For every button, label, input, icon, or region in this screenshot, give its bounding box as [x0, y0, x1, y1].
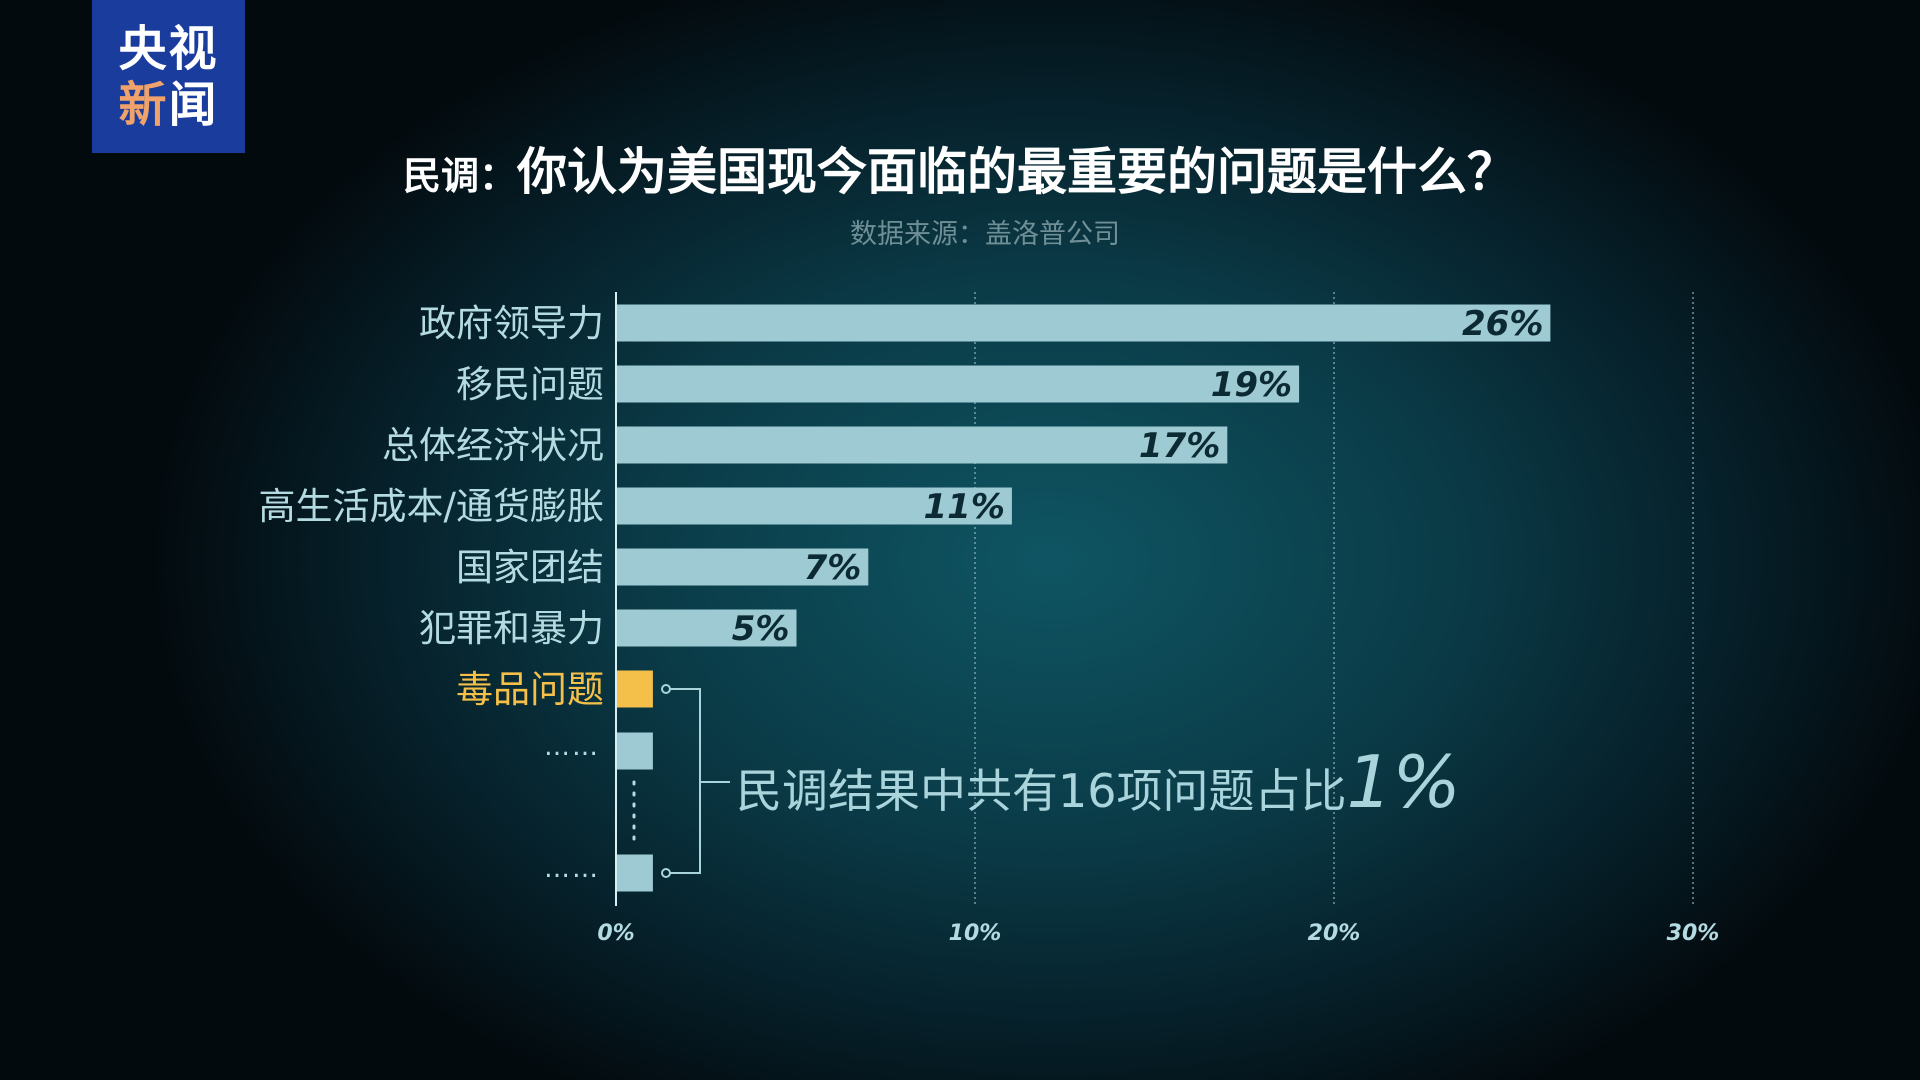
data-label: 19% — [1211, 365, 1292, 405]
chart-subtitle: 数据来源：盖洛普公司 — [850, 219, 1120, 250]
bar — [617, 365, 1300, 403]
data-label: 17% — [1139, 426, 1220, 466]
annotation: 民调结果中共有16项问题占比1% — [736, 740, 1461, 824]
category-label: 移民问题 — [456, 363, 604, 406]
bar — [617, 732, 653, 770]
data-label: 26% — [1462, 304, 1543, 344]
bracket-endpoint — [661, 684, 671, 694]
data-label: 5% — [732, 609, 790, 649]
logo-line2: 新闻 — [118, 76, 219, 133]
bracket-endpoint — [661, 868, 671, 878]
x-tick-label: 20% — [1308, 921, 1361, 946]
continuation-label: …… — [544, 854, 600, 884]
data-label: 7% — [804, 548, 862, 588]
bar — [617, 670, 653, 708]
bar — [617, 304, 1551, 342]
bar — [617, 487, 1012, 525]
bar — [617, 426, 1228, 464]
logo-line1: 央视 — [118, 20, 219, 77]
bar — [617, 609, 797, 647]
category-label: 高生活成本/通货膨胀 — [259, 485, 604, 528]
category-label: 总体经济状况 — [382, 424, 604, 467]
bar — [617, 548, 869, 586]
x-tick-label: 10% — [949, 921, 1002, 946]
bracket — [670, 688, 730, 874]
category-label: 政府领导力 — [419, 302, 604, 345]
bar — [617, 854, 653, 892]
cctv-news-logo: 央视 新闻 — [92, 0, 245, 153]
x-tick-label: 0% — [597, 921, 634, 946]
x-tick-label: 30% — [1667, 921, 1720, 946]
continuation-label: …… — [544, 732, 600, 762]
data-label: 11% — [924, 487, 1005, 527]
chart-title: 民调：你认为美国现今面临的最重要的问题是什么？ — [402, 142, 1517, 201]
category-label: 国家团结 — [456, 546, 604, 589]
category-label: 犯罪和暴力 — [419, 607, 604, 650]
category-label: 毒品问题 — [456, 668, 604, 711]
